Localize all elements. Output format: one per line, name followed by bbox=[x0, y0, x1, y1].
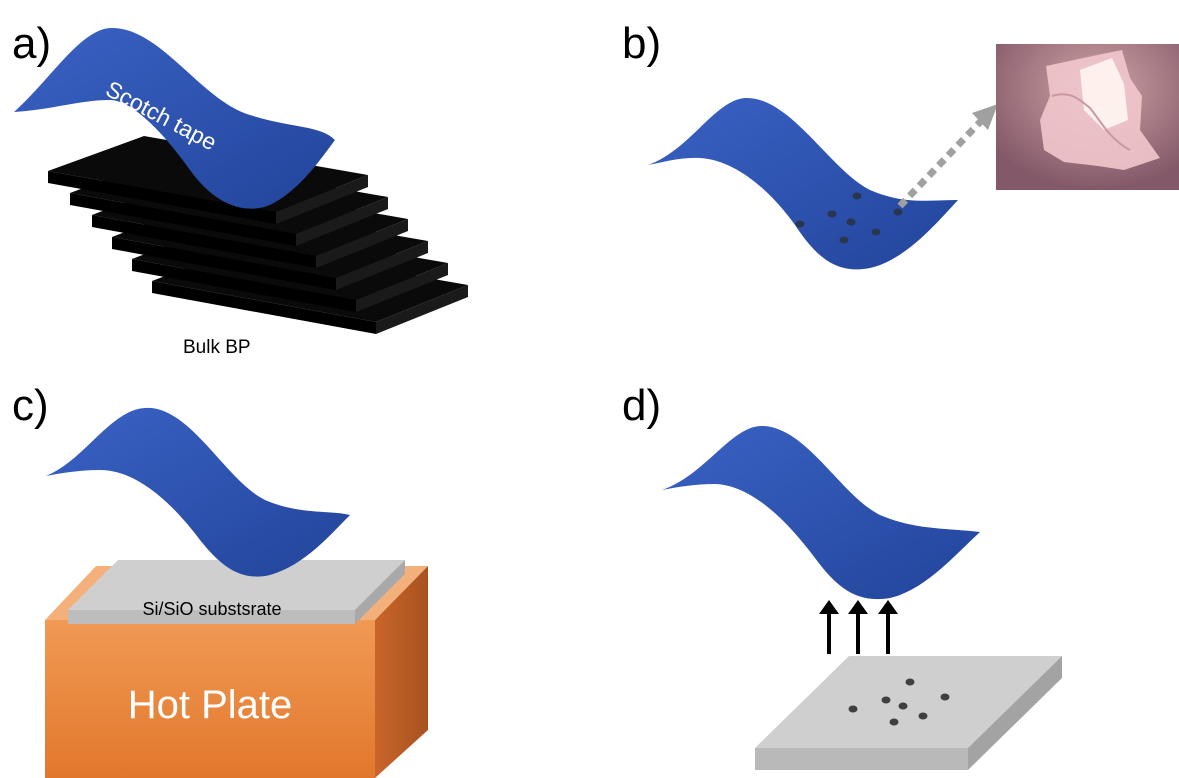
panel-d: d) bbox=[622, 381, 1062, 770]
bp-flake bbox=[898, 702, 908, 710]
panel-d-label: d) bbox=[622, 381, 661, 430]
flake-micrograph bbox=[996, 44, 1179, 190]
panel-c: c) Hot Plate Si/SiO substsrate bbox=[12, 381, 428, 778]
bp-flake bbox=[848, 705, 858, 713]
panel-a: a) bbox=[12, 19, 468, 358]
bp-flakes bbox=[848, 678, 950, 726]
hot-plate-label: Hot Plate bbox=[128, 683, 293, 727]
bp-flake bbox=[852, 192, 862, 200]
panel-b-label: b) bbox=[622, 19, 661, 68]
bp-flake bbox=[893, 208, 903, 216]
panel-a-label: a) bbox=[12, 19, 51, 68]
si-substrate: Si/SiO substsrate bbox=[68, 560, 405, 624]
lift-arrows bbox=[819, 600, 898, 654]
si-substrate bbox=[755, 656, 1062, 770]
bp-flake bbox=[827, 210, 837, 218]
bp-flake bbox=[905, 678, 915, 686]
zoom-arrow bbox=[897, 117, 985, 209]
bp-flake bbox=[918, 712, 928, 720]
scotch-tape bbox=[46, 407, 350, 577]
scotch-tape bbox=[662, 425, 980, 600]
bp-flake bbox=[839, 236, 849, 244]
bp-flake bbox=[940, 693, 950, 701]
panel-b: b) bbox=[622, 19, 1179, 270]
bp-flake bbox=[846, 218, 856, 226]
panel-c-label: c) bbox=[12, 381, 49, 430]
bp-flake bbox=[889, 718, 899, 726]
zoom-arrowhead bbox=[972, 104, 998, 130]
bp-flake bbox=[881, 696, 891, 704]
bp-flakes bbox=[795, 192, 903, 244]
bp-flake bbox=[871, 228, 881, 236]
scotch-tape bbox=[14, 27, 335, 209]
bulk-bp-stack bbox=[48, 136, 468, 334]
scotch-tape bbox=[648, 97, 958, 270]
bulk-bp-label: Bulk BP bbox=[183, 337, 251, 358]
bp-flake bbox=[795, 220, 805, 228]
substrate-label: Si/SiO substsrate bbox=[142, 599, 281, 619]
